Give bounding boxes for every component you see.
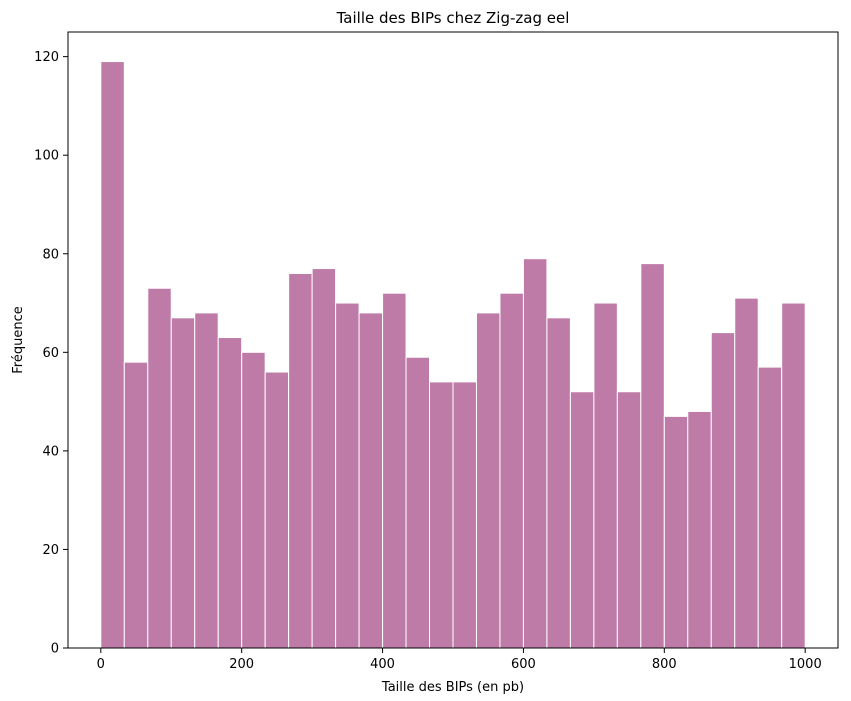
histogram-bar [382,292,407,649]
histogram-bar [546,317,571,649]
histogram-bar [147,287,172,649]
x-axis-ticks: 0 200 400 600 800 1000 [97,648,822,672]
y-tick-label: 60 [42,346,59,361]
y-tick-label: 100 [34,149,59,164]
histogram-bar [663,415,689,649]
histogram-bar [311,268,337,649]
x-tick-label: 1000 [789,657,822,672]
histogram-bar [100,61,125,649]
histogram-bar [475,312,501,649]
histogram-bar [499,292,524,649]
y-tick-label: 20 [42,543,59,558]
x-tick-label: 200 [229,657,254,672]
histogram-bar [757,366,783,649]
y-tick-label: 40 [42,444,59,459]
histogram-bar [358,312,384,649]
histogram-bar [170,317,196,649]
x-tick-label: 0 [97,657,105,672]
bars-group [100,61,806,649]
histogram-bar [522,258,548,649]
histogram-bar [616,391,642,649]
histogram-bar [734,297,759,649]
histogram-bar [264,371,290,649]
x-tick-label: 800 [652,657,677,672]
histogram-bar [335,302,360,649]
histogram-bar [593,302,618,649]
histogram-bar [217,337,243,649]
x-tick-label: 600 [511,657,536,672]
x-axis-label: Taille des BIPs (en pb) [381,680,524,695]
y-tick-label: 0 [51,642,59,657]
histogram-bar [429,381,454,649]
x-tick-label: 400 [370,657,395,672]
y-axis-ticks: 0 20 40 60 80 100 120 [34,50,68,657]
chart-title: Taille des BIPs chez Zig-zag eel [336,9,570,27]
plot-frame [67,31,839,649]
y-axis-label: Fréquence [11,306,26,373]
y-tick-label: 80 [42,247,59,262]
histogram-bar [640,263,665,649]
histogram-bar [405,356,431,649]
histogram-bar [288,272,313,649]
histogram-bar [569,391,595,649]
histogram-bar [194,312,219,649]
y-tick-label: 120 [34,50,59,65]
histogram-bar [123,361,149,649]
histogram-bar [687,410,712,649]
histogram-bar [781,302,806,649]
histogram-bar [452,381,477,649]
histogram-bar [241,351,266,649]
histogram-bar [710,332,736,649]
